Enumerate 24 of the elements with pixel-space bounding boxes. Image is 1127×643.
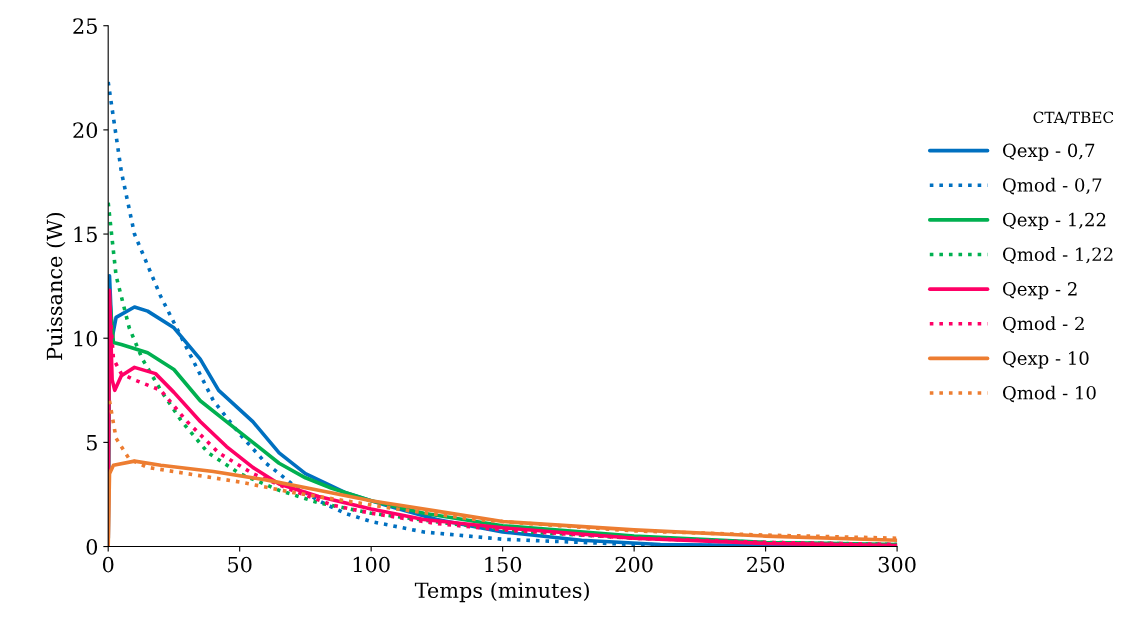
y-tick-label: 10 xyxy=(74,330,98,347)
x-axis-title: Temps (minutes) xyxy=(414,581,589,603)
x-tick-label: 250 xyxy=(747,556,785,573)
x-tick-label: 300 xyxy=(878,556,916,573)
legend-label: Qmod - 2 xyxy=(1003,316,1084,333)
y-tick-label: 0 xyxy=(86,539,98,555)
legend-label: Qmod - 0,7 xyxy=(1003,177,1102,195)
legend-label: Qmod - 10 xyxy=(1003,385,1096,403)
x-tick-label: 50 xyxy=(228,556,252,573)
legend-label: Qexp - 1,22 xyxy=(1003,212,1106,230)
y-tick-label: 25 xyxy=(73,18,97,34)
legend-label: Qmod - 1,22 xyxy=(1003,247,1113,264)
x-tick-label: 100 xyxy=(353,556,390,573)
legend-label: Qexp - 0,7 xyxy=(1003,143,1095,161)
legend-label: Qexp - 10 xyxy=(1003,351,1089,369)
y-tick-label: 5 xyxy=(86,435,97,451)
y-tick-label: 15 xyxy=(74,226,97,243)
legend-title: CTA/TBEC xyxy=(1033,111,1114,125)
x-tick-label: 150 xyxy=(485,556,522,573)
legend-label: Qexp - 2 xyxy=(1003,282,1077,300)
x-tick-label: 0 xyxy=(102,556,114,573)
y-axis-title: Puissance (W) xyxy=(46,212,66,360)
y-tick-label: 20 xyxy=(73,122,98,139)
x-tick-label: 200 xyxy=(615,556,653,573)
